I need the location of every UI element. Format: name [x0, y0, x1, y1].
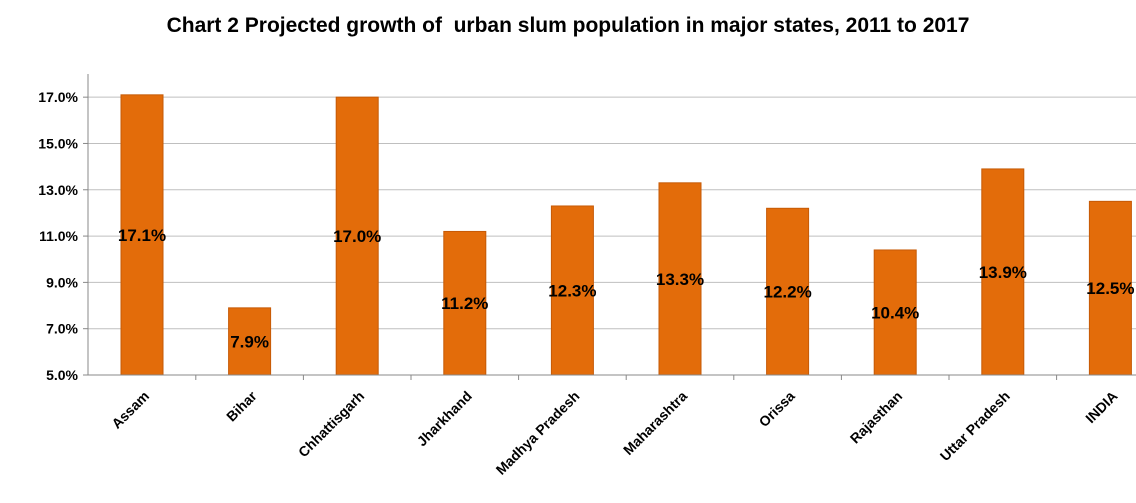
- bar-assam: [120, 94, 164, 376]
- y-tick-label: 17.0%: [38, 89, 78, 105]
- x-tick-label: Assam: [108, 388, 152, 432]
- x-tick-label: Rajasthan: [847, 388, 906, 447]
- data-label: 12.5%: [1086, 279, 1134, 298]
- bar-orissa: [766, 207, 810, 376]
- data-label: 12.2%: [763, 283, 811, 302]
- y-tick-label: 9.0%: [46, 274, 78, 290]
- y-tick-label: 7.0%: [46, 321, 78, 337]
- x-tick-label: Chhattisgarh: [295, 388, 367, 460]
- x-tick-label: Jharkhand: [414, 388, 475, 449]
- x-tick-label: Madhya Pradesh: [493, 388, 583, 478]
- data-label: 13.9%: [979, 263, 1027, 282]
- data-label: 7.9%: [230, 332, 269, 351]
- data-label: 10.4%: [871, 303, 919, 322]
- bars: [120, 94, 1132, 376]
- data-label: 17.1%: [118, 226, 166, 245]
- data-label: 12.3%: [548, 281, 596, 300]
- data-label: 11.2%: [441, 294, 488, 313]
- x-tick-label: Maharashtra: [620, 388, 690, 458]
- bar-rajasthan: [873, 249, 917, 376]
- x-tick-labels: Assam Bihar Chhattisgarh Jharkhand Madhya Pr…: [108, 387, 1120, 477]
- bar-india: [1088, 200, 1132, 376]
- bar-maharashtra: [658, 182, 702, 376]
- y-tick-label: 13.0%: [38, 182, 78, 198]
- data-labels: 17.1% 7.9% 17.0% 11.2% 12.3% 13.3% 12.2% 10.4% 1…: [118, 226, 1135, 352]
- data-label: 17.0%: [333, 227, 381, 246]
- gridlines: [88, 96, 1136, 330]
- y-tick-label: 15.0%: [38, 135, 78, 151]
- data-label: 13.3%: [656, 270, 704, 289]
- bar-jharkhand: [443, 230, 487, 376]
- y-tick-label: 11.0%: [39, 228, 78, 244]
- x-tick-label: Uttar Pradesh: [937, 388, 1013, 464]
- axes: [83, 74, 1136, 380]
- y-tick-labels: 5.0% 7.0% 9.0% 11.0% 13.0% 15.0% 17.0%: [38, 89, 78, 383]
- bar-madhya-pradesh: [550, 205, 594, 376]
- bar-uttar-pradesh: [981, 168, 1025, 376]
- x-tick-label: Orissa: [756, 388, 798, 430]
- chart-title: Chart 2 Projected growth of urban slum p…: [166, 14, 970, 37]
- y-tick-label: 5.0%: [46, 367, 78, 383]
- x-tick-label: Bihar: [223, 387, 260, 424]
- x-tick-label: INDIA: [1082, 388, 1120, 426]
